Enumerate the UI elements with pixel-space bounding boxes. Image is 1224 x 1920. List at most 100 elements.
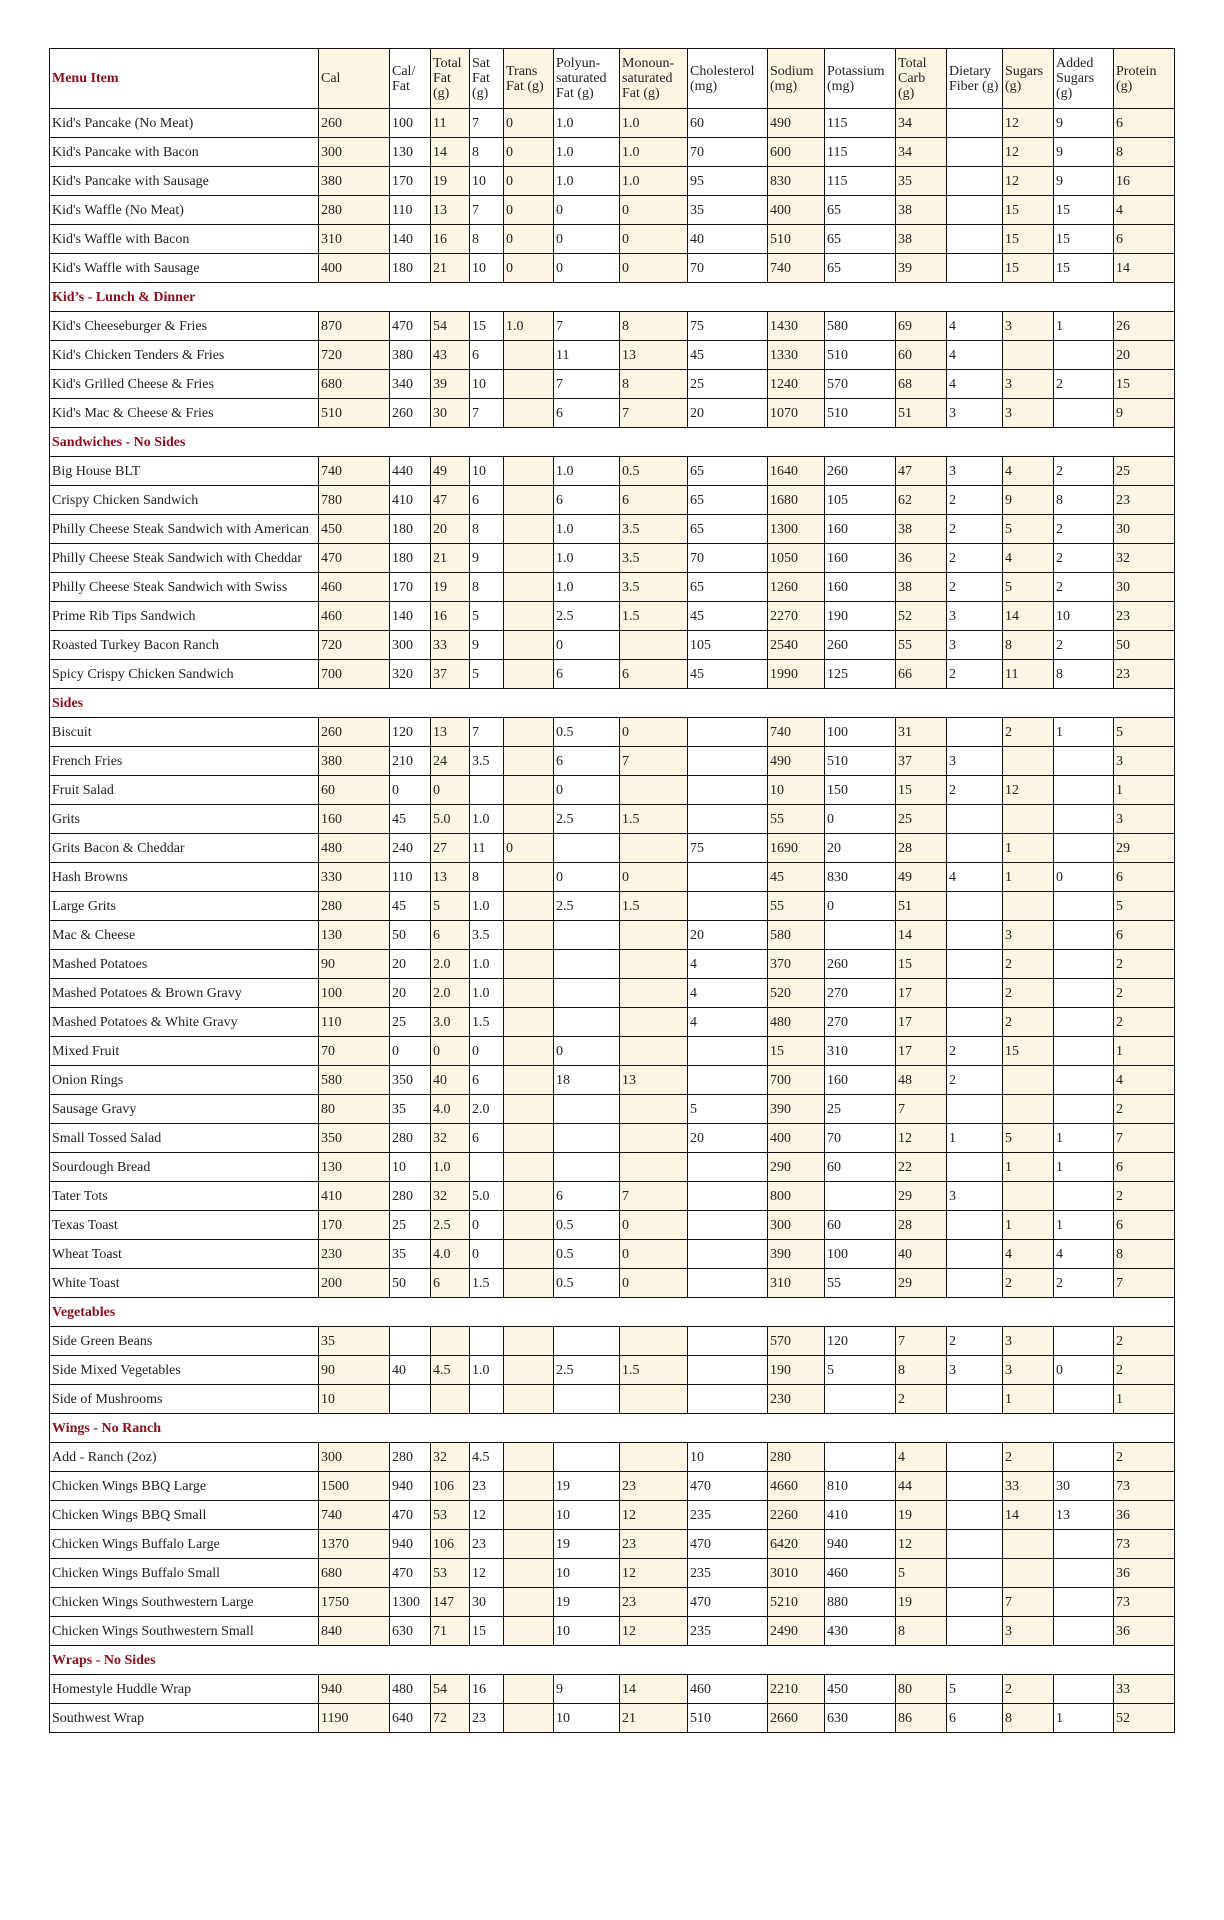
nutrient-value: 2 — [1053, 369, 1114, 399]
nutrient-value: 15 — [1053, 224, 1114, 254]
nutrient-value — [619, 1442, 688, 1472]
nutrient-value: 2.5 — [553, 891, 620, 921]
nutrient-value: 10 — [767, 775, 825, 805]
column-header: Dietary Fiber (g) — [946, 48, 1003, 109]
nutrient-value — [503, 1007, 554, 1037]
nutrient-value — [946, 717, 1003, 747]
nutrient-value: 6 — [430, 920, 470, 950]
nutrient-value: 470 — [318, 543, 390, 573]
nutrient-value: 5.0 — [430, 804, 470, 834]
nutrient-value — [619, 775, 688, 805]
nutrient-value: 870 — [318, 311, 390, 341]
nutrient-value — [1053, 1616, 1114, 1646]
nutrient-value: 53 — [430, 1558, 470, 1588]
nutrient-value — [503, 920, 554, 950]
nutrient-value: 36 — [1113, 1558, 1175, 1588]
column-header: Cholesterol (mg) — [687, 48, 768, 109]
nutrient-value: 30 — [1113, 572, 1175, 602]
nutrient-value: 14 — [430, 137, 470, 167]
nutrient-value: 43 — [430, 340, 470, 370]
nutrient-value: 68 — [895, 369, 947, 399]
nutrient-value: 15 — [895, 775, 947, 805]
item-row: Mashed Potatoes & White Gravy 110 25 3.0 1.5… — [49, 1007, 1175, 1037]
nutrient-value: 40 — [430, 1065, 470, 1095]
nutrient-value — [687, 1326, 768, 1356]
nutrient-value — [687, 804, 768, 834]
nutrient-value — [687, 1036, 768, 1066]
nutrient-value: 0 — [619, 1268, 688, 1298]
nutrient-value: 69 — [895, 311, 947, 341]
nutrient-value: 10 — [469, 369, 504, 399]
nutrient-value — [687, 1181, 768, 1211]
nutrient-value: 830 — [824, 862, 896, 892]
nutrient-value: 800 — [767, 1181, 825, 1211]
nutrient-value: 52 — [895, 601, 947, 631]
nutrient-value: 1 — [1002, 1210, 1054, 1240]
nutrient-value — [1053, 1587, 1114, 1617]
nutrient-value: 34 — [895, 108, 947, 138]
nutrient-value: 2 — [1053, 1268, 1114, 1298]
nutrient-value — [503, 804, 554, 834]
nutrient-value: 65 — [687, 456, 768, 486]
nutrient-value: 14 — [619, 1674, 688, 1704]
item-row: Spicy Crispy Chicken Sandwich 700 320 37 5 6 6… — [49, 659, 1175, 689]
nutrient-value: 640 — [389, 1703, 431, 1733]
nutrient-value: 5 — [1002, 1123, 1054, 1153]
nutrient-value: 23 — [469, 1529, 504, 1559]
nutrient-value: 9 — [1002, 485, 1054, 515]
nutrient-value: 44 — [895, 1471, 947, 1501]
column-header: Sugars (g) — [1002, 48, 1054, 109]
nutrient-value: 2 — [1002, 717, 1054, 747]
nutrient-value: 4 — [1002, 543, 1054, 573]
nutrition-table: Menu Item Cal Cal/ Fat Total Fat (g) Sat Fat… — [49, 48, 1175, 1733]
nutrient-value — [619, 1123, 688, 1153]
nutrient-value — [687, 1065, 768, 1095]
nutrient-value — [553, 1152, 620, 1182]
nutrient-value: 28 — [895, 833, 947, 863]
item-row: Grits 160 45 5.0 1.0 2.5 1.5 55 0 25 3 — [49, 804, 1175, 834]
menu-item: Chicken Wings BBQ Small — [49, 1500, 319, 1530]
nutrient-value: 100 — [318, 978, 390, 1008]
nutrient-value: 1.0 — [469, 949, 504, 979]
nutrient-value: 1 — [1113, 1036, 1175, 1066]
nutrient-value: 6 — [469, 485, 504, 515]
nutrient-value: 3 — [946, 456, 1003, 486]
item-row: Hash Browns 330 110 13 8 0 0 45 830 49 4 1 0 6 — [49, 862, 1175, 892]
nutrient-value — [1053, 1442, 1114, 1472]
nutrient-value: 740 — [318, 456, 390, 486]
nutrient-value: 280 — [318, 891, 390, 921]
section-row: Kid’s - Lunch & Dinner — [49, 282, 1175, 312]
nutrient-value: 3 — [1002, 311, 1054, 341]
nutrient-value: 630 — [824, 1703, 896, 1733]
nutrient-value: 1300 — [389, 1587, 431, 1617]
section-title: Kid’s - Lunch & Dinner — [49, 282, 1175, 312]
nutrient-value — [430, 1384, 470, 1414]
nutrient-value: 6 — [946, 1703, 1003, 1733]
nutrient-value: 3010 — [767, 1558, 825, 1588]
nutrient-value: 3 — [1002, 1355, 1054, 1385]
menu-item: Kid's Cheeseburger & Fries — [49, 311, 319, 341]
nutrient-value: 1 — [946, 1123, 1003, 1153]
nutrient-value: 62 — [895, 485, 947, 515]
nutrient-value — [946, 1500, 1003, 1530]
nutrient-value: 290 — [767, 1152, 825, 1182]
item-row: Kid's Cheeseburger & Fries 870 470 54 15 1.0 7… — [49, 311, 1175, 341]
nutrient-value: 32 — [1113, 543, 1175, 573]
nutrient-value — [1002, 891, 1054, 921]
nutrient-value: 1.0 — [469, 978, 504, 1008]
nutrient-value: 12 — [1002, 108, 1054, 138]
nutrient-value: 1 — [1113, 1384, 1175, 1414]
nutrient-value: 2 — [946, 1036, 1003, 1066]
nutrient-value: 8 — [469, 514, 504, 544]
nutrient-value: 4.5 — [430, 1355, 470, 1385]
nutrient-value — [1053, 746, 1114, 776]
nutrient-value — [1053, 949, 1114, 979]
nutrient-value: 470 — [389, 1558, 431, 1588]
nutrient-value: 106 — [430, 1529, 470, 1559]
column-header: Cal/ Fat — [389, 48, 431, 109]
nutrient-value: 3 — [1002, 369, 1054, 399]
nutrient-value: 20 — [389, 978, 431, 1008]
nutrient-value: 80 — [895, 1674, 947, 1704]
nutrient-value: 10 — [469, 456, 504, 486]
nutrient-value: 70 — [687, 253, 768, 283]
